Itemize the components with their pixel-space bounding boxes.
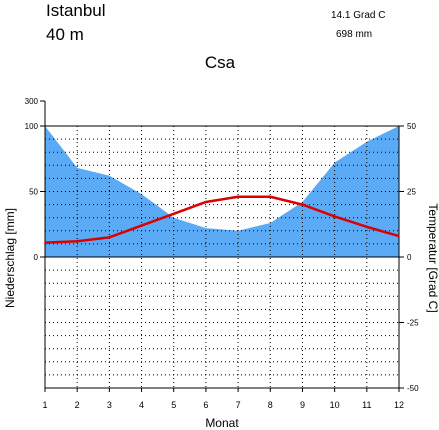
annual-precipitation: 698 mm — [336, 29, 372, 40]
mean-temperature: 14.1 Grad C — [331, 10, 385, 21]
station-name: Istanbul — [46, 1, 106, 20]
station-elevation: 40 m — [46, 25, 84, 44]
temperature-point — [76, 240, 78, 243]
left-tick-label: 50 — [29, 188, 38, 197]
temperature-point — [269, 195, 272, 198]
right-tick-label: -25 — [407, 319, 419, 328]
x-tick-label: 6 — [203, 400, 208, 410]
x-tick-label: 11 — [362, 400, 371, 410]
x-tick-label: 12 — [394, 400, 404, 410]
x-tick-label: 4 — [139, 400, 144, 410]
right-tick-label: 25 — [407, 188, 416, 197]
x-tick-label: 9 — [300, 400, 305, 410]
temperature-point — [398, 235, 400, 237]
precipitation-area — [45, 126, 399, 257]
temperature-point — [205, 201, 207, 203]
temperature-point — [140, 224, 143, 227]
x-tick-label: 3 — [107, 400, 112, 410]
right-tick-label: 0 — [407, 253, 412, 262]
temperature-point — [172, 212, 175, 215]
left-tick-label: 0 — [34, 253, 39, 262]
chart-title: Csa — [205, 53, 236, 72]
right-tick-label: -50 — [407, 384, 419, 393]
grid-layer — [45, 126, 399, 388]
left-tick-label: 300 — [25, 97, 39, 106]
right-tick-label: 50 — [407, 122, 416, 131]
temperature-point — [108, 236, 111, 239]
x-tick-label: 10 — [330, 400, 340, 410]
x-tick-label: 1 — [42, 400, 47, 410]
temperature-point — [237, 195, 239, 198]
x-tick-label: 8 — [268, 400, 273, 410]
left-axis-label: Niederschlag [mm] — [3, 208, 17, 308]
temperature-point — [301, 203, 304, 206]
temperature-point — [44, 241, 46, 244]
temperature-point — [366, 226, 368, 228]
left-tick-label: 100 — [25, 122, 39, 131]
temperature-point — [333, 215, 336, 218]
precipitation-layer — [45, 126, 399, 257]
x-axis-label: Monat — [205, 416, 239, 430]
chart-header: Istanbul 40 m 14.1 Grad C 698 mm Csa — [46, 1, 385, 72]
x-tick-label: 5 — [171, 400, 176, 410]
x-tick-label: 7 — [236, 400, 241, 410]
temperature-line — [44, 195, 400, 244]
x-tick-label: 2 — [75, 400, 80, 410]
right-axis-label: Temperatur [Grad C] — [426, 203, 439, 312]
temperature-layer — [44, 195, 400, 244]
